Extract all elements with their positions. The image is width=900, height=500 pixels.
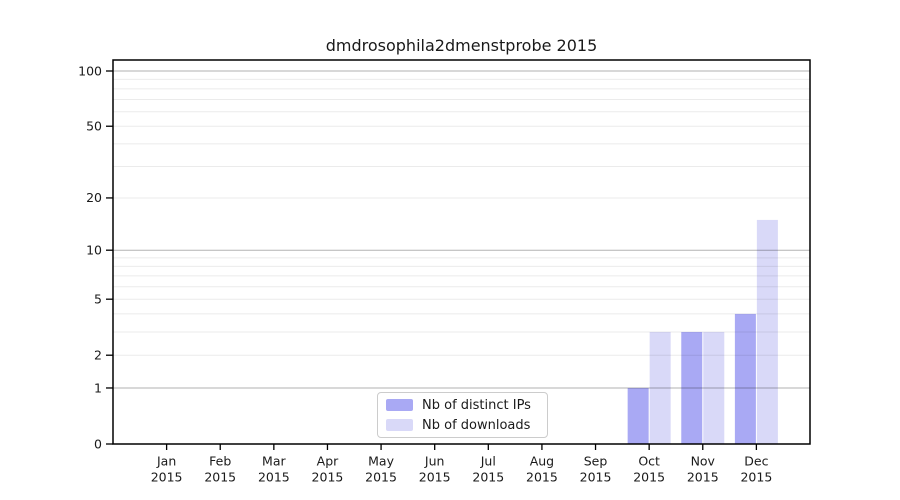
x-tick-label-year-apr: 2015 [312,470,344,485]
y-tick-label-1: 1 [94,380,102,395]
bar-nb-of-downloads-dec [756,219,778,444]
x-tick-label-month-apr: Apr [317,454,339,469]
chart-title: dmdrosophila2dmenstprobe 2015 [325,36,598,55]
x-tick-label-year-dec: 2015 [740,470,772,485]
y-tick-label-10: 10 [86,242,102,257]
y-tick-label-50: 50 [86,119,102,134]
x-tick-label-month-mar: Mar [262,454,286,469]
legend-label-downloads: Nb of downloads [422,417,531,433]
x-tick-label-year-sep: 2015 [580,470,612,485]
x-tick-label-year-jul: 2015 [472,470,504,485]
x-tick-label-year-aug: 2015 [526,470,558,485]
x-tick-label-year-jan: 2015 [151,470,183,485]
x-tick-label-year-may: 2015 [365,470,397,485]
legend: Nb of distinct IPs Nb of downloads [377,392,548,438]
x-tick-label-month-jul: Jul [480,454,496,469]
x-tick-label-month-may: May [368,454,394,469]
x-tick-label-month-feb: Feb [209,454,231,469]
y-tick-label-5: 5 [94,291,102,306]
legend-swatch-downloads [386,419,413,431]
legend-label-distinct-ips: Nb of distinct IPs [422,397,531,413]
bar-nb-of-downloads-nov [703,331,725,444]
legend-item-downloads: Nb of downloads [386,415,547,435]
y-tick-label-100: 100 [78,63,102,78]
y-tick-label-20: 20 [86,190,102,205]
x-tick-label-year-mar: 2015 [258,470,290,485]
bar-nb-of-distinct-ips-dec [734,313,756,444]
x-tick-label-year-feb: 2015 [204,470,236,485]
x-tick-label-month-jun: Jun [424,454,445,469]
legend-swatch-distinct-ips [386,399,413,411]
x-tick-label-year-jun: 2015 [419,470,451,485]
x-tick-label-month-sep: Sep [584,454,608,469]
plot-border [112,59,811,445]
x-tick-label-month-nov: Nov [691,454,716,469]
x-tick-label-year-oct: 2015 [633,470,665,485]
x-tick-label-month-aug: Aug [530,454,554,469]
y-tick-label-0: 0 [94,436,102,451]
x-tick-label-month-jan: Jan [156,454,176,469]
bar-nb-of-downloads-oct [649,331,671,444]
x-tick-label-month-oct: Oct [638,454,660,469]
x-tick-label-year-nov: 2015 [687,470,719,485]
legend-item-distinct-ips: Nb of distinct IPs [386,395,547,415]
bar-nb-of-distinct-ips-nov [681,331,703,444]
x-tick-label-month-dec: Dec [744,454,768,469]
bar-nb-of-distinct-ips-oct [627,387,649,444]
y-tick-label-2: 2 [94,348,102,363]
